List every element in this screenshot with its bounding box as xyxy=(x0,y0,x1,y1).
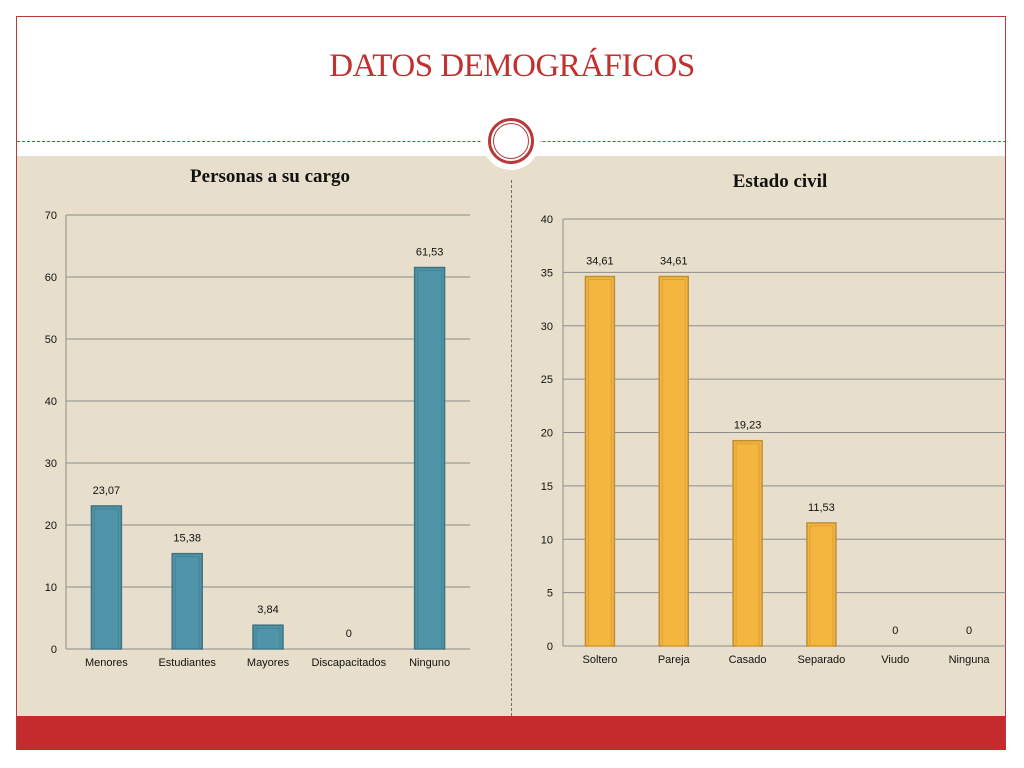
emblem-ring xyxy=(488,118,534,164)
bar-inner-outline xyxy=(417,270,443,650)
x-tick-label: Ninguna xyxy=(949,654,991,666)
y-tick-label: 10 xyxy=(45,582,57,594)
bar xyxy=(732,439,763,647)
x-tick-label: Estudiantes xyxy=(158,657,216,669)
data-label: 3,84 xyxy=(257,604,278,616)
y-tick-label: 25 xyxy=(541,374,553,386)
bar-inner-outline xyxy=(735,443,760,647)
bar xyxy=(658,275,689,647)
data-label: 23,07 xyxy=(93,485,121,497)
y-tick-label: 10 xyxy=(541,534,553,546)
y-tick-label: 20 xyxy=(45,520,57,532)
charts-divider xyxy=(511,180,512,716)
slide-title: DATOS DEMOGRÁFICOS xyxy=(329,48,695,84)
x-tick-label: Casado xyxy=(729,654,767,666)
bar xyxy=(806,522,837,647)
bar xyxy=(413,266,446,650)
bar-inner-outline xyxy=(93,508,119,650)
data-label: 61,53 xyxy=(416,247,444,259)
data-label: 34,61 xyxy=(660,256,688,268)
y-tick-label: 30 xyxy=(45,458,57,470)
data-label: 11,53 xyxy=(808,502,835,514)
y-tick-label: 60 xyxy=(45,272,57,284)
y-tick-label: 0 xyxy=(547,641,553,653)
data-label: 19,23 xyxy=(734,420,762,432)
y-tick-label: 40 xyxy=(45,396,57,408)
x-tick-label: Mayores xyxy=(247,657,290,669)
x-tick-label: Separado xyxy=(798,654,846,666)
x-tick-label: Viudo xyxy=(881,654,909,666)
bar xyxy=(90,505,123,650)
data-label: 34,61 xyxy=(586,256,614,268)
bar-inner-outline xyxy=(809,525,834,647)
bar-inner-outline xyxy=(174,556,200,650)
bar-inner-outline xyxy=(661,279,686,647)
data-label: 0 xyxy=(346,628,352,640)
x-tick-label: Discapacitados xyxy=(312,657,387,669)
x-tick-label: Ninguno xyxy=(409,657,450,669)
x-tick-label: Menores xyxy=(85,657,128,669)
y-tick-label: 50 xyxy=(45,334,57,346)
y-tick-label: 70 xyxy=(45,210,57,222)
y-tick-label: 15 xyxy=(541,481,553,493)
chart-title-estado-civil: Estado civil xyxy=(732,171,828,192)
footer-band xyxy=(17,716,1005,750)
bar-inner-outline xyxy=(587,279,612,647)
data-label: 0 xyxy=(966,625,972,637)
chart-title-personas: Personas a su cargo xyxy=(190,166,350,187)
x-tick-label: Soltero xyxy=(582,654,617,666)
data-label: 0 xyxy=(892,625,898,637)
y-tick-label: 20 xyxy=(541,428,553,440)
y-tick-label: 0 xyxy=(51,644,57,656)
bar xyxy=(171,552,203,650)
y-tick-label: 30 xyxy=(541,321,553,333)
y-tick-label: 40 xyxy=(541,214,553,226)
emblem-inner-ring xyxy=(493,123,529,159)
y-tick-label: 35 xyxy=(541,267,553,279)
y-tick-label: 5 xyxy=(547,588,553,600)
x-tick-label: Pareja xyxy=(658,654,691,666)
data-label: 15,38 xyxy=(173,533,201,545)
bar xyxy=(584,275,616,647)
bar-inner-outline xyxy=(255,627,281,650)
